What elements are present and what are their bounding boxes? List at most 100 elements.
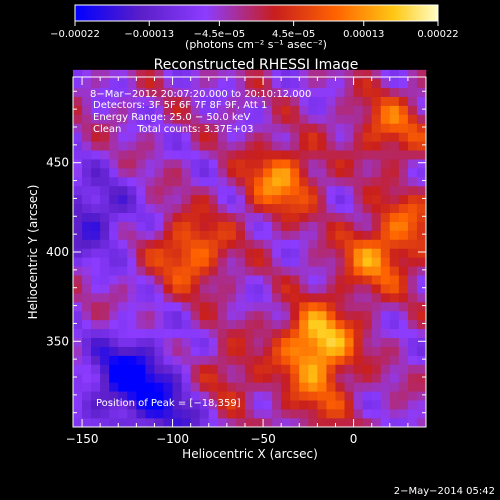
heatmap-cell xyxy=(82,177,92,187)
heatmap-cell xyxy=(190,203,201,214)
heatmap-cell xyxy=(326,96,336,106)
heatmap-cell xyxy=(380,319,391,330)
heatmap-cell xyxy=(118,230,128,240)
heatmap-cell xyxy=(127,248,137,258)
heatmap-cell xyxy=(73,194,83,205)
heatmap-cell xyxy=(226,391,237,401)
heatmap-cell xyxy=(362,293,372,303)
heatmap-cell xyxy=(172,114,182,124)
heatmap-cell xyxy=(326,284,336,294)
heatmap-cell xyxy=(163,150,173,160)
heatmap-cell xyxy=(208,364,219,374)
heatmap-cell xyxy=(154,418,164,428)
heatmap-cell xyxy=(254,310,264,321)
heatmap-cell xyxy=(272,346,282,356)
heatmap-cell xyxy=(100,391,110,401)
heatmap-cell xyxy=(235,284,246,294)
heatmap-cell xyxy=(299,302,309,312)
heatmap-cell xyxy=(380,96,391,106)
heatmap-cell xyxy=(389,409,400,419)
heatmap-cell xyxy=(100,78,110,89)
heatmap-cell xyxy=(226,203,237,214)
heatmap-cell xyxy=(235,409,246,419)
heatmap-cell xyxy=(208,409,219,419)
heatmap-cell xyxy=(317,382,327,392)
heatmap-cell xyxy=(398,194,409,205)
heatmap-cell xyxy=(118,78,128,89)
heatmap-cell xyxy=(244,310,255,321)
heatmap-cell xyxy=(235,114,246,124)
heatmap-cell xyxy=(254,275,264,285)
heatmap-cell xyxy=(190,123,201,133)
heatmap-cell xyxy=(407,239,418,249)
heatmap-cell xyxy=(136,257,146,267)
heatmap-cell xyxy=(82,150,92,160)
heatmap-cell xyxy=(263,284,273,294)
heatmap-cell xyxy=(407,132,418,142)
heatmap-cell xyxy=(163,248,173,258)
heatmap-cell xyxy=(416,212,427,222)
heatmap-cell xyxy=(308,141,318,151)
heatmap-cell xyxy=(344,391,354,401)
heatmap-cell xyxy=(145,230,155,240)
heatmap-cell xyxy=(199,400,210,410)
heatmap-cell xyxy=(281,346,291,356)
heatmap-cell xyxy=(109,194,119,205)
heatmap-cell xyxy=(199,382,210,392)
heatmap-cell xyxy=(416,409,427,419)
heatmap-cell xyxy=(326,409,336,419)
heatmap-cell xyxy=(208,337,219,347)
heatmap-cell xyxy=(353,87,363,97)
heatmap-cell xyxy=(145,203,155,214)
heatmap-cell xyxy=(172,96,182,106)
heatmap-cell xyxy=(398,391,409,401)
heatmap-cell xyxy=(244,355,255,365)
heatmap-cell xyxy=(208,96,219,106)
heatmap-cell xyxy=(326,418,336,428)
heatmap-cell xyxy=(263,123,273,133)
heatmap-cell xyxy=(344,409,354,419)
heatmap-cell xyxy=(244,230,255,240)
heatmap-cell xyxy=(226,248,237,258)
heatmap-cell xyxy=(254,230,264,240)
heatmap-cell xyxy=(380,159,391,169)
heatmap-cell xyxy=(163,168,173,178)
heatmap-cell xyxy=(82,69,92,80)
heatmap-cell xyxy=(398,168,409,178)
heatmap-cell xyxy=(226,400,237,410)
heatmap-cell xyxy=(272,382,282,392)
colorbar-tick-label: 4.5e−05 xyxy=(272,29,315,40)
heatmap-cell xyxy=(100,87,110,97)
heatmap-cell xyxy=(127,310,137,321)
heatmap-cell xyxy=(235,373,246,383)
heatmap-cell xyxy=(109,185,119,196)
heatmap-cell xyxy=(272,248,282,258)
heatmap-cell xyxy=(127,203,137,214)
heatmap-cell xyxy=(154,114,164,124)
heatmap-cell xyxy=(416,328,427,339)
heatmap-cell xyxy=(145,239,155,249)
heatmap-cell xyxy=(172,266,182,276)
heatmap-cell xyxy=(416,257,427,267)
heatmap-cell xyxy=(263,185,273,196)
heatmap-cell xyxy=(181,328,191,339)
heatmap-cell xyxy=(407,230,418,240)
heatmap-cell xyxy=(172,382,182,392)
heatmap-cell xyxy=(163,96,173,106)
heatmap-cell xyxy=(263,337,273,347)
heatmap-cell xyxy=(226,212,237,222)
heatmap-cell xyxy=(118,177,128,187)
heatmap-cell xyxy=(136,105,146,115)
heatmap-cell xyxy=(416,337,427,347)
heatmap-cell xyxy=(181,177,191,187)
heatmap-cell xyxy=(299,409,309,419)
heatmap-cell xyxy=(254,203,264,214)
heatmap-cell xyxy=(127,328,137,339)
heatmap-cell xyxy=(380,212,391,222)
heatmap-cell xyxy=(73,114,83,124)
heatmap-cell xyxy=(244,96,255,106)
heatmap-cell xyxy=(226,239,237,249)
heatmap-cell xyxy=(254,391,264,401)
heatmap-cell xyxy=(326,123,336,133)
heatmap-cell xyxy=(127,391,137,401)
